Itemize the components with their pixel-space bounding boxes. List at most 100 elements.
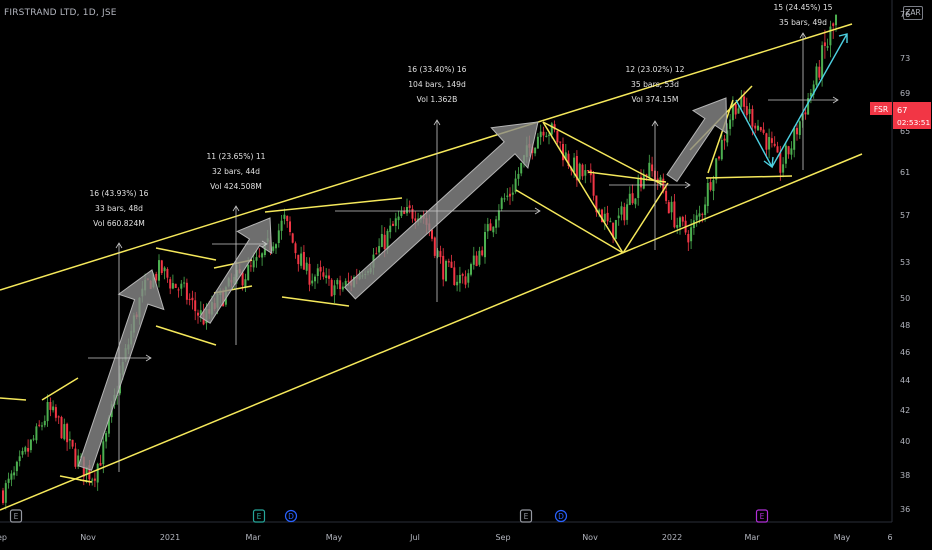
y-tick-label: 69: [900, 89, 910, 98]
sym-triangle-lower-a: [515, 189, 624, 254]
candle-body: [450, 261, 453, 268]
candle-body: [199, 310, 202, 315]
x-tick-label: Mar: [744, 533, 760, 542]
x-tick-label: Mar: [245, 533, 261, 542]
candle-body: [550, 123, 553, 135]
candle-body: [286, 215, 289, 221]
y-tick-label: 61: [900, 168, 910, 177]
candle-body: [49, 402, 52, 410]
annotation-4-line2: 35 bars, 53d: [631, 80, 679, 89]
arrow-move-1: [77, 269, 165, 471]
candle-body: [656, 178, 659, 182]
candle-body: [244, 279, 247, 287]
rising-wedge-lower-line: [707, 99, 734, 174]
candle-body: [272, 246, 275, 251]
candle-body: [726, 130, 729, 143]
candle-body: [562, 144, 564, 161]
candle-body: [709, 182, 712, 190]
candle-body: [584, 170, 587, 176]
base-support-line: [705, 175, 793, 179]
candle-body: [517, 173, 520, 179]
candle-body: [60, 417, 63, 439]
candle-body: [275, 244, 277, 249]
candle-body: [339, 280, 342, 290]
candle-body: [642, 175, 645, 189]
candle-body: [628, 193, 631, 205]
triangle-lower-line: [155, 325, 217, 346]
x-tick-label: Nov: [80, 533, 96, 542]
candle-body: [548, 134, 550, 136]
currency-button[interactable]: ZAR: [903, 6, 923, 20]
candle-body: [160, 260, 163, 273]
candle-body: [698, 213, 701, 217]
earnings-marker: [252, 509, 266, 523]
candle-body: [445, 261, 447, 282]
candle-body: [247, 265, 250, 281]
candle-body: [386, 230, 389, 249]
candle-body: [626, 204, 629, 220]
candle-body: [798, 121, 801, 135]
candle-body: [392, 223, 394, 226]
annotation-3-line1: 16 (33.40%) 16: [407, 65, 466, 74]
candle-body: [294, 243, 297, 254]
candle-body: [681, 216, 684, 222]
candle-body: [333, 285, 336, 296]
candle-body: [478, 250, 481, 265]
event-marker-label: D: [288, 512, 294, 521]
candle-body: [796, 127, 798, 135]
candle-body: [15, 461, 18, 472]
candle-body: [720, 140, 723, 160]
earnings-marker: [9, 509, 23, 523]
trendlines-layer: [0, 23, 863, 511]
candle-body: [344, 280, 347, 286]
left-flag-line: [0, 397, 27, 401]
arrow-move-3: [343, 121, 539, 300]
x-tick-label: 2021: [160, 533, 180, 542]
candle-body: [718, 156, 720, 159]
dividend-marker: [554, 509, 568, 523]
candle-body: [679, 217, 681, 227]
candle-body: [297, 254, 300, 265]
annotation-3-line3: Vol 1.362B: [417, 95, 458, 104]
y-tick-label: 73: [900, 54, 910, 63]
candle-body: [35, 426, 38, 441]
current-price: 67: [897, 105, 907, 115]
candle-body: [578, 163, 581, 180]
candle-body: [815, 66, 818, 85]
x-tick-label: May: [834, 533, 851, 542]
candle-body: [534, 147, 537, 154]
candle-body: [754, 125, 757, 129]
candle-body: [514, 178, 517, 193]
y-tick-label: 50: [900, 294, 910, 303]
candle-body: [603, 213, 606, 222]
candle-body: [408, 205, 411, 208]
y-tick-label: 48: [900, 321, 910, 330]
candle-body: [567, 153, 570, 166]
candle-body: [169, 279, 172, 289]
candle-body: [665, 190, 668, 201]
candle-body: [330, 279, 333, 297]
candle-body: [559, 141, 562, 143]
x-tick-label: Nov: [582, 533, 598, 542]
candle-body: [99, 463, 102, 466]
candle-body: [29, 439, 32, 451]
candle-body: [793, 128, 796, 150]
candle-body: [163, 267, 166, 272]
y-tick-label: 36: [900, 505, 910, 514]
event-marker-label: E: [14, 512, 19, 521]
candle-body: [765, 133, 768, 150]
candle-body: [63, 424, 66, 440]
candle-body: [394, 218, 397, 226]
candle-body: [670, 201, 673, 213]
y-tick-label: 65: [900, 127, 910, 136]
candle-body: [328, 275, 330, 279]
measure-h-4-head: [684, 181, 691, 189]
candle-body: [492, 226, 495, 233]
candle-body: [782, 164, 785, 173]
candle-body: [252, 260, 255, 268]
candle-body: [737, 108, 740, 114]
candle-body: [41, 425, 43, 427]
candle-body: [185, 282, 188, 300]
